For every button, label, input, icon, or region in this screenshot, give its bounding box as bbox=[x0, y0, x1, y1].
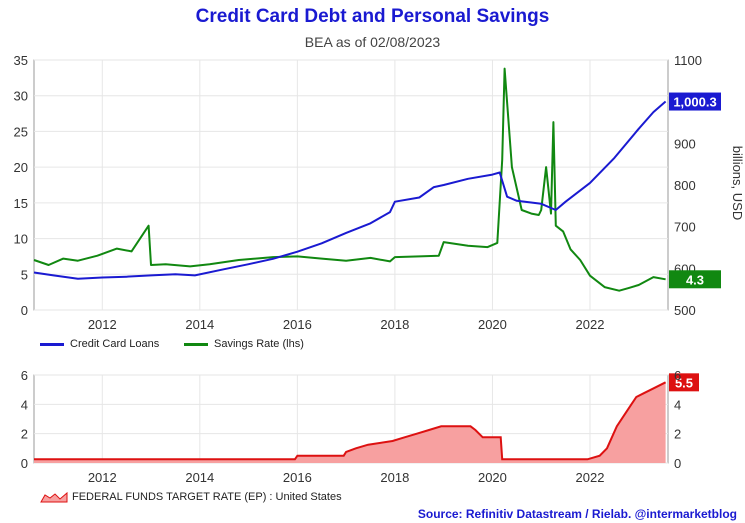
savings-last-value-badge-text: 4.3 bbox=[686, 272, 704, 287]
x-tick-label: 2022 bbox=[576, 317, 605, 332]
savings-rate-line bbox=[33, 67, 666, 292]
chart-title: Credit Card Debt and Personal Savings bbox=[195, 6, 550, 27]
legend-fed-funds-swatch bbox=[40, 491, 68, 503]
right-tick-label: 800 bbox=[674, 178, 696, 193]
bottom-right-tick-label: 2 bbox=[674, 427, 681, 442]
legend-savings-rate: Savings Rate (lhs) bbox=[184, 338, 304, 350]
bottom-x-tick-label: 2014 bbox=[185, 470, 214, 485]
bottom-left-axis-ticks: 0 2 4 6 bbox=[21, 368, 28, 471]
right-tick-label: 700 bbox=[674, 220, 696, 235]
left-tick-label: 5 bbox=[21, 267, 28, 282]
legend-fed-funds-label: FEDERAL FUNDS TARGET RATE (EP) : United … bbox=[72, 491, 342, 503]
legend-fed-funds: FEDERAL FUNDS TARGET RATE (EP) : United … bbox=[40, 491, 342, 503]
left-tick-label: 25 bbox=[14, 124, 28, 139]
legend-credit-label: Credit Card Loans bbox=[70, 338, 160, 350]
bottom-left-tick-label: 0 bbox=[21, 456, 28, 471]
fed-funds-area bbox=[34, 382, 666, 463]
left-tick-label: 20 bbox=[14, 160, 28, 175]
right-tick-label: 1100 bbox=[674, 53, 702, 68]
fed-funds-line bbox=[34, 381, 667, 461]
bottom-series: 5.5 bbox=[34, 373, 699, 463]
fed-funds-last-value-badge-bg bbox=[669, 373, 699, 392]
bottom-x-tick-label: 2022 bbox=[576, 470, 605, 485]
left-tick-label: 0 bbox=[21, 303, 28, 318]
bottom-right-tick-label: 6 bbox=[674, 368, 681, 383]
bottom-x-tick-label: 2018 bbox=[380, 470, 409, 485]
right-tick-label: 900 bbox=[674, 136, 696, 151]
top-series: 1,000.3 4.3 bbox=[33, 67, 721, 292]
left-tick-label: 15 bbox=[14, 196, 28, 211]
legend-credit-card-loans: Credit Card Loans bbox=[40, 338, 159, 350]
savings-last-value-badge-bg bbox=[669, 270, 721, 289]
left-tick-label: 30 bbox=[14, 89, 28, 104]
credit-card-loans-line bbox=[33, 100, 667, 280]
bottom-left-tick-label: 6 bbox=[21, 368, 28, 383]
bottom-left-tick-label: 2 bbox=[21, 427, 28, 442]
top-grid bbox=[34, 59, 668, 311]
x-tick-label: 2016 bbox=[283, 317, 312, 332]
fed-funds-last-value-badge-text: 5.5 bbox=[675, 375, 693, 390]
credit-last-value-badge-bg bbox=[669, 92, 721, 111]
bottom-right-tick-label: 0 bbox=[674, 456, 681, 471]
legend-savings-label: Savings Rate (lhs) bbox=[214, 338, 304, 350]
bottom-x-tick-label: 2012 bbox=[88, 470, 117, 485]
legend-credit-swatch bbox=[40, 342, 64, 346]
bottom-left-tick-label: 4 bbox=[21, 397, 28, 412]
bottom-x-axis-ticks: 2012 2014 2016 2018 2020 2022 bbox=[88, 470, 605, 485]
right-axis-label: billions, USD bbox=[730, 146, 745, 220]
x-tick-label: 2014 bbox=[185, 317, 214, 332]
chart-subtitle: BEA as of 02/08/2023 bbox=[304, 34, 441, 50]
x-tick-label: 2020 bbox=[478, 317, 507, 332]
legend-savings-swatch bbox=[184, 342, 208, 346]
bottom-x-tick-label: 2020 bbox=[478, 470, 507, 485]
bottom-right-tick-label: 4 bbox=[674, 397, 681, 412]
top-plot-frame bbox=[33, 59, 669, 311]
bottom-right-axis-ticks: 0 2 4 6 bbox=[674, 368, 681, 471]
right-tick-label: 500 bbox=[674, 303, 696, 318]
left-tick-label: 10 bbox=[14, 232, 28, 247]
x-tick-label: 2018 bbox=[380, 317, 409, 332]
x-tick-label: 2012 bbox=[88, 317, 117, 332]
bottom-x-tick-label: 2016 bbox=[283, 470, 312, 485]
left-tick-label: 35 bbox=[14, 53, 28, 68]
left-axis-ticks: 0 5 10 15 20 25 30 35 bbox=[14, 53, 28, 318]
top-x-axis-ticks: 2012 2014 2016 2018 2020 2022 bbox=[88, 317, 605, 332]
credit-last-value-badge-text: 1,000.3 bbox=[673, 95, 716, 110]
source-note: Source: Refinitiv Datastream / Rielab. @… bbox=[417, 507, 737, 521]
